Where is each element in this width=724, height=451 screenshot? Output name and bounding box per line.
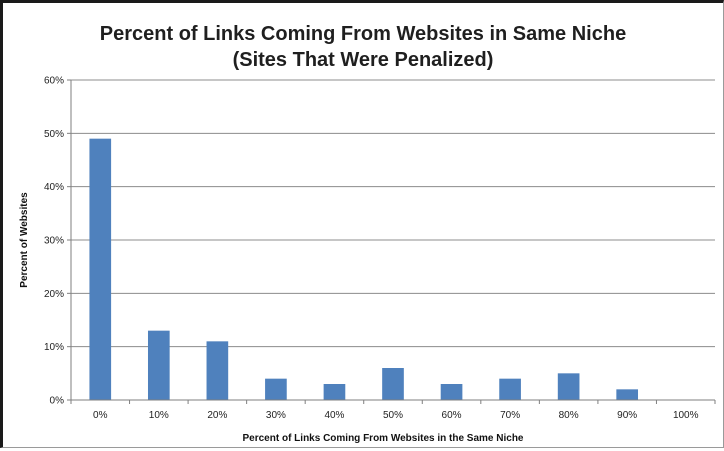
x-tick-label: 100%: [673, 410, 699, 421]
chart-subtitle: (Sites That Were Penalized): [232, 49, 494, 71]
bar-0pct: [89, 138, 112, 400]
x-tick-label: 80%: [559, 410, 579, 421]
y-axis-ticks: 0% 10% 20% 30% 40% 50% 60%: [44, 76, 71, 407]
y-tick-label: 20%: [44, 289, 64, 300]
bar-40pct: [323, 384, 346, 400]
bar-10pct: [147, 330, 170, 400]
x-tick-label: 0%: [93, 410, 108, 421]
y-tick-label: 30%: [44, 236, 64, 247]
bar-chart: 0% 10% 20% 30% 40% 50% 60% 0% 10% 20% 30% 40% 50% 60…: [19, 76, 716, 444]
x-tick-label: 20%: [207, 410, 227, 421]
y-tick-label: 0%: [50, 396, 65, 407]
x-tick-label: 50%: [383, 410, 403, 421]
bar-70pct: [499, 378, 521, 400]
gridlines: [71, 79, 715, 348]
x-tick-label: 70%: [500, 410, 520, 421]
x-tick-label: 40%: [324, 410, 344, 421]
y-axis-title: Percent of Websites: [19, 192, 30, 288]
chart-title-block: Percent of Links Coming From Websites in…: [3, 21, 723, 73]
y-tick-label: 60%: [44, 76, 64, 87]
x-tick-label: 60%: [442, 410, 462, 421]
bar-50pct: [382, 368, 404, 400]
bar-90pct: [616, 389, 639, 400]
chart-title: Percent of Links Coming From Websites in…: [99, 23, 627, 45]
y-tick-label: 10%: [44, 342, 64, 353]
x-tick-label: 10%: [149, 410, 169, 421]
bar-20pct: [206, 341, 229, 400]
x-axis-title: Percent of Links Coming From Websites in…: [243, 433, 524, 444]
y-tick-label: 50%: [44, 129, 64, 140]
y-tick-label: 40%: [44, 182, 64, 193]
x-tick-label: 30%: [266, 410, 286, 421]
bar-30pct: [265, 378, 287, 400]
x-tick-label: 90%: [617, 410, 637, 421]
bar-60pct: [440, 384, 463, 400]
x-axis-ticks: 0% 10% 20% 30% 40% 50% 60% 70% 80% 90% 100%: [70, 400, 716, 421]
bar-80pct: [557, 373, 580, 400]
bars: [89, 138, 639, 400]
